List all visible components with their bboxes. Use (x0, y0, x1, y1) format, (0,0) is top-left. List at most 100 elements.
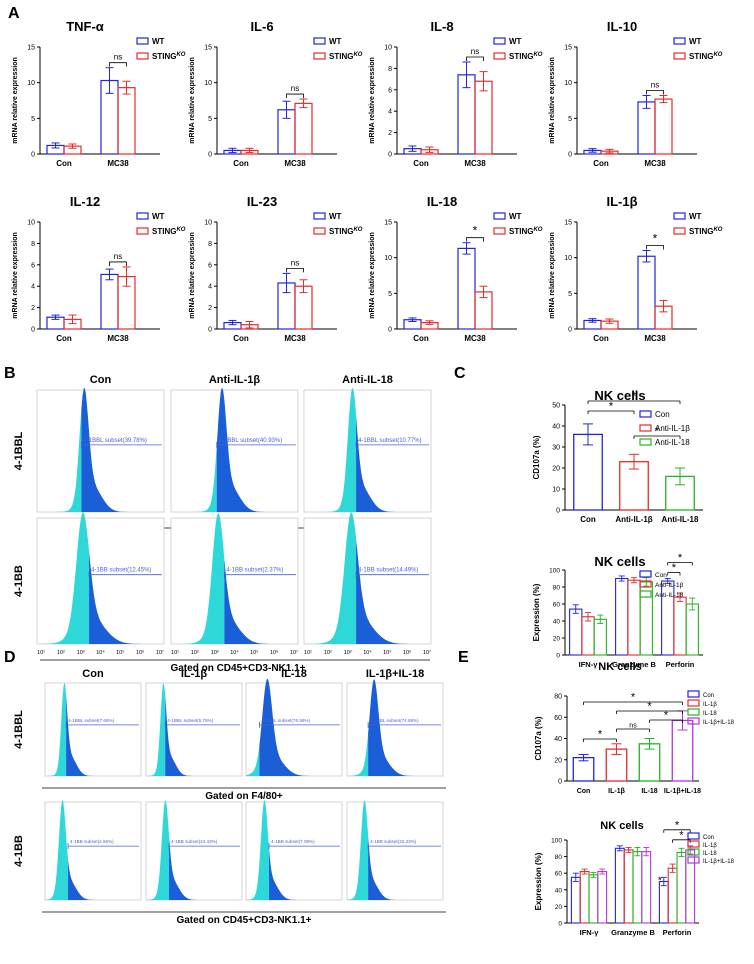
y-tick-label: 6 (31, 262, 35, 269)
legend-swatch-wt (136, 37, 149, 45)
legend-label-ko: STINGKO (329, 52, 363, 61)
bar-wt (637, 101, 656, 155)
x-tick-label: 10³ (344, 650, 352, 656)
legend-swatch-wt (136, 212, 149, 220)
x-tick-label: 10¹ (304, 650, 312, 656)
y-tick-label: 4 (31, 284, 35, 291)
chart-a-5: IL-12 mRNA relative expression 0 2 4 6 8 10 Con M… (12, 194, 186, 343)
legend-ko-base: STING (689, 52, 713, 61)
legend-swatch-wt (313, 212, 326, 220)
legend-swatch (639, 424, 652, 432)
legend-label: Anti-IL-18 (655, 438, 690, 447)
histogram-positive-area (269, 848, 342, 900)
y-tick-label: 5 (568, 116, 572, 123)
histogram-negative-area (246, 800, 270, 900)
legend-swatch (687, 832, 700, 840)
gate-label: 4-1BB subset(14.49%) (358, 568, 418, 574)
legend-label-wt: WT (152, 212, 165, 221)
legend-label: IL-1β (703, 843, 717, 849)
x-tick-label: 10⁷ (423, 649, 431, 656)
gated-label: Gated on CD45+CD3-NK1.1+ (176, 915, 311, 926)
bar (673, 596, 687, 656)
legend-label-ko: STINGKO (509, 227, 543, 236)
x-tick-label: IL-18 (641, 788, 657, 795)
legend-ko-sup: KO (353, 52, 362, 58)
x-tick-label: 10⁴ (230, 649, 239, 656)
y-tick-label: 0 (568, 327, 572, 334)
legend-ko-sup: KO (533, 52, 542, 58)
histogram-positive-area (356, 538, 431, 644)
histogram-positive-area (368, 835, 443, 900)
y-axis-label: mRNA relative expression (369, 232, 376, 319)
chart-title: NK cells (594, 554, 645, 569)
bar-ko (117, 87, 136, 155)
x-tick-label: 10² (191, 650, 199, 656)
x-tick-label: MC38 (107, 334, 129, 343)
histogram-frame (36, 389, 165, 513)
legend-ko-base: STING (689, 227, 713, 236)
chart-e-bottom: NK cells Expression (%) 0 20 40 60 80 100 IFN-γ G… (534, 819, 735, 937)
y-tick-label: 40 (555, 887, 563, 894)
y-tick-label: 0 (208, 152, 212, 159)
significance-label: * (678, 552, 683, 564)
histogram-negative-area (304, 387, 357, 512)
y-tick-label: 80 (554, 694, 562, 701)
bar (676, 851, 687, 924)
y-tick-label: 8 (31, 241, 35, 248)
y-tick-label: 0 (31, 152, 35, 159)
significance-label: * (609, 401, 614, 413)
x-tick-label: 10⁷ (156, 649, 164, 656)
legend-swatch-ko (313, 52, 326, 60)
panel-label-B: B (4, 365, 16, 382)
y-axis-label: mRNA relative expression (549, 57, 556, 144)
legend-swatch (687, 690, 700, 698)
y-axis-label: Expression (%) (532, 583, 541, 641)
legend-swatch (687, 708, 700, 716)
significance-label: * (679, 829, 684, 841)
x-tick-label: MC38 (464, 334, 486, 343)
bar (685, 849, 696, 924)
legend-label-wt: WT (152, 37, 165, 46)
chart-title: IL-18 (427, 194, 457, 209)
significance-label: * (658, 875, 662, 886)
legend-label: Con (703, 835, 714, 841)
y-tick-label: 60 (553, 602, 561, 609)
y-tick-label: 15 (204, 45, 212, 52)
column-title: Con (90, 374, 112, 386)
y-axis-label: mRNA relative expression (12, 232, 19, 319)
panel-label-C: C (454, 365, 466, 382)
legend-swatch (639, 570, 652, 578)
significance-bracket (466, 237, 484, 242)
legend-label-ko: STINGKO (689, 227, 723, 236)
legend-ko-sup: KO (713, 227, 722, 233)
bar-wt (457, 247, 476, 330)
legend-swatch (687, 848, 700, 856)
x-tick-label: 10³ (77, 650, 85, 656)
y-tick-label: 8 (388, 66, 392, 73)
legend-ko-sup: KO (713, 52, 722, 58)
gate-label: 4-1BB subset(7.08%) (271, 839, 315, 844)
chart-title: NK cells (598, 661, 641, 673)
chart-c-bottom: NK cells Expression (%) 0 20 40 60 80 100 IFN-γ G… (532, 552, 703, 669)
significance-label: ns (291, 258, 299, 267)
y-tick-label: 0 (568, 152, 572, 159)
bar (579, 870, 590, 924)
x-tick-label: 10² (57, 650, 65, 656)
y-tick-label: 15 (564, 220, 572, 227)
y-tick-label: 10 (204, 80, 212, 87)
gate-label: 4-1BBL subset(40.93%) (219, 438, 282, 444)
y-tick-label: 80 (553, 585, 561, 592)
y-tick-label: 10 (564, 255, 572, 262)
d-row-2: 4-1BB 4-1BB subset(4.66%) 4-1BB subset(24.… (13, 800, 446, 926)
histogram-negative-area (171, 513, 225, 644)
bar (614, 847, 625, 924)
y-axis-label: mRNA relative expression (12, 57, 19, 144)
bar (632, 851, 643, 924)
x-tick-label: Perforin (663, 928, 692, 937)
y-axis-label: mRNA relative expression (189, 57, 196, 144)
legend-label-ko: STINGKO (152, 52, 186, 61)
column-title: Con (82, 668, 104, 680)
gated-label: Gated on CD45+CD3-NK1.1+ (170, 663, 305, 674)
y-tick-label: 10 (27, 220, 35, 227)
histogram-negative-area (45, 682, 67, 776)
